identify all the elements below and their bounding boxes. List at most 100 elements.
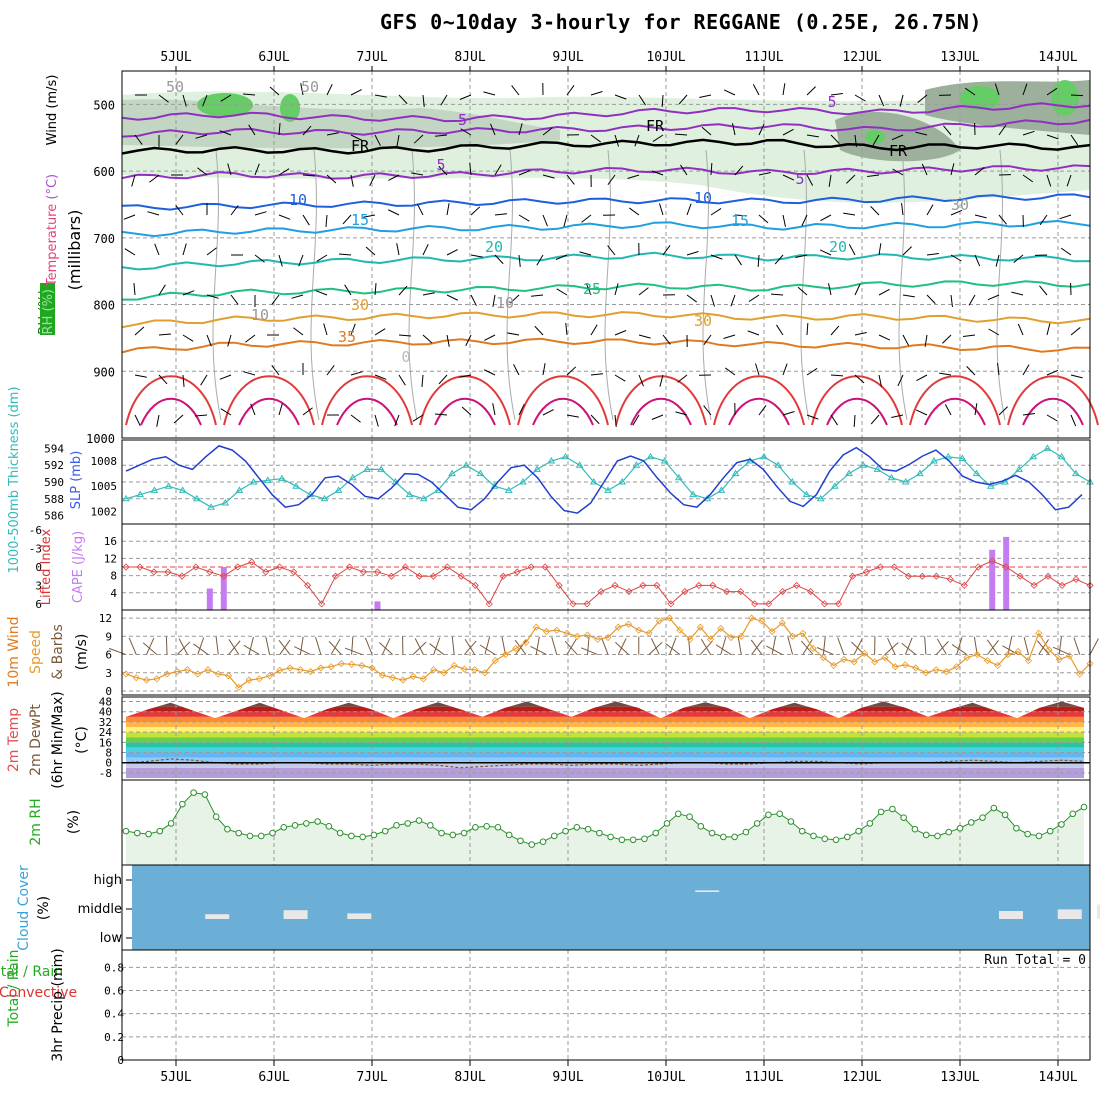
- rh2m-point: [821, 835, 829, 843]
- upper-wind-barb: [446, 203, 450, 216]
- upper-wind-barb: [998, 214, 1007, 225]
- wind-speed-point: [645, 629, 653, 637]
- rh2m-point: [674, 810, 682, 818]
- ylabel-rh2m-unit-part: (%): [66, 810, 82, 834]
- thickness-point: [816, 494, 825, 502]
- upper-wind-barb: [902, 334, 910, 346]
- lifted-point: [597, 588, 605, 596]
- lifted-point: [1044, 572, 1052, 580]
- upper-wind-barb: [518, 214, 530, 222]
- lifted-point: [918, 572, 926, 580]
- wind-barb: [378, 642, 393, 655]
- lifted-point: [751, 600, 759, 608]
- lifted-point: [373, 568, 382, 576]
- upper-wind-barb: [513, 364, 520, 376]
- upper-wind-barb: [734, 165, 744, 176]
- isotherm-label: 15: [731, 212, 749, 230]
- thickness-point: [618, 478, 627, 485]
- upper-wind-barb: [710, 208, 722, 216]
- temp-band: [126, 747, 1084, 753]
- rh2m-point: [573, 823, 581, 831]
- rh2m-point: [1024, 830, 1031, 838]
- lifted-point: [946, 575, 954, 583]
- rh2m-point: [505, 831, 513, 839]
- lifted-point: [122, 563, 130, 571]
- ylabel-thickness: 1000-500mb Thickness (dm): [7, 386, 22, 573]
- wind-speed-point: [768, 627, 776, 636]
- upper-wind-barb: [230, 294, 239, 305]
- thickness-point: [377, 465, 386, 472]
- upper-wind-barb: [182, 290, 195, 296]
- ylabel-temperature: Temperature (°C): [45, 174, 60, 287]
- isotherm-hot: [826, 397, 888, 426]
- upper-wind-barb: [531, 294, 544, 297]
- ylabel-wind-unit-part: (m/s): [74, 634, 90, 671]
- rh-contour: [408, 149, 418, 421]
- date-label-top: 9JUL: [552, 50, 583, 65]
- wind-barb: [936, 638, 947, 655]
- upper-wind-barb: [388, 174, 400, 181]
- temp-ytick-label: 24: [99, 726, 113, 739]
- wind-barb: [904, 637, 913, 655]
- thickness-point: [859, 461, 868, 468]
- thickness-point: [660, 457, 669, 464]
- isotherm-hot: [1007, 375, 1099, 426]
- wind-speed-point: [819, 654, 827, 662]
- wind-speed-point: [276, 666, 284, 674]
- upper-wind-barb: [770, 293, 784, 296]
- lifted-point: [890, 563, 898, 571]
- upper-wind-barb: [974, 167, 985, 176]
- upper-wind-barb: [964, 87, 976, 96]
- upper-wind-barb: [870, 206, 880, 216]
- rh2m-point: [1046, 827, 1054, 835]
- rh2m-point: [663, 820, 671, 827]
- lifted-point: [695, 581, 703, 589]
- rh2m-point: [798, 827, 806, 835]
- thickness-point: [604, 486, 612, 493]
- precip-ytick-label: 0.8: [104, 961, 124, 974]
- upper-wind-barb: [878, 374, 882, 387]
- rh2m-point: [866, 820, 874, 827]
- thickness-point: [788, 478, 797, 485]
- rh2m-point: [415, 817, 423, 824]
- wind-speed-point: [163, 670, 171, 678]
- thickness-point: [632, 461, 641, 468]
- wind-barb: [887, 638, 896, 655]
- wind-speed-point: [840, 655, 848, 663]
- lifted-point: [932, 572, 940, 580]
- upper-wind-barb: [300, 83, 304, 96]
- isotherm-label: 20: [829, 238, 847, 256]
- thickness-point: [646, 452, 655, 460]
- rh2m-point: [145, 830, 152, 838]
- rh2m-point: [359, 833, 366, 841]
- rh2m-point: [179, 800, 186, 808]
- upper-wind-barb: [220, 94, 232, 102]
- upper-wind-barb: [801, 214, 808, 227]
- upper-wind-barb: [494, 213, 507, 216]
- thickness-point: [575, 461, 584, 468]
- rh2m-point: [596, 829, 603, 837]
- isotherm-hot: [517, 375, 609, 426]
- rh2m-point: [742, 828, 750, 836]
- thickness-point: [178, 486, 187, 493]
- ylabel-slp: SLP (mb): [69, 451, 84, 510]
- rh2m-point: [922, 831, 930, 839]
- ylabel-wind: Wind (m/s): [45, 75, 60, 146]
- wind-speed-point: [573, 632, 581, 640]
- wind-ytick-label: 0: [105, 685, 112, 698]
- upper-wind-barb: [350, 323, 356, 336]
- wind-speed-point: [871, 658, 879, 666]
- lifted-point: [345, 563, 354, 571]
- spacer: [0, 960, 1, 961]
- upper-wind-barb: [1046, 87, 1058, 96]
- upper-wind-barb: [854, 283, 861, 296]
- lifted-point: [150, 568, 158, 576]
- upper-wind-barb: [494, 254, 504, 265]
- wind-barb: [381, 638, 391, 655]
- rh-contour: [212, 149, 222, 421]
- ylabel-cape: CAPE (J/kg): [71, 531, 86, 603]
- rh2m-point: [472, 823, 479, 831]
- cloud-bar: [999, 911, 1023, 919]
- wind-ytick-label: 9: [105, 630, 112, 643]
- wind-speed-point: [471, 666, 479, 674]
